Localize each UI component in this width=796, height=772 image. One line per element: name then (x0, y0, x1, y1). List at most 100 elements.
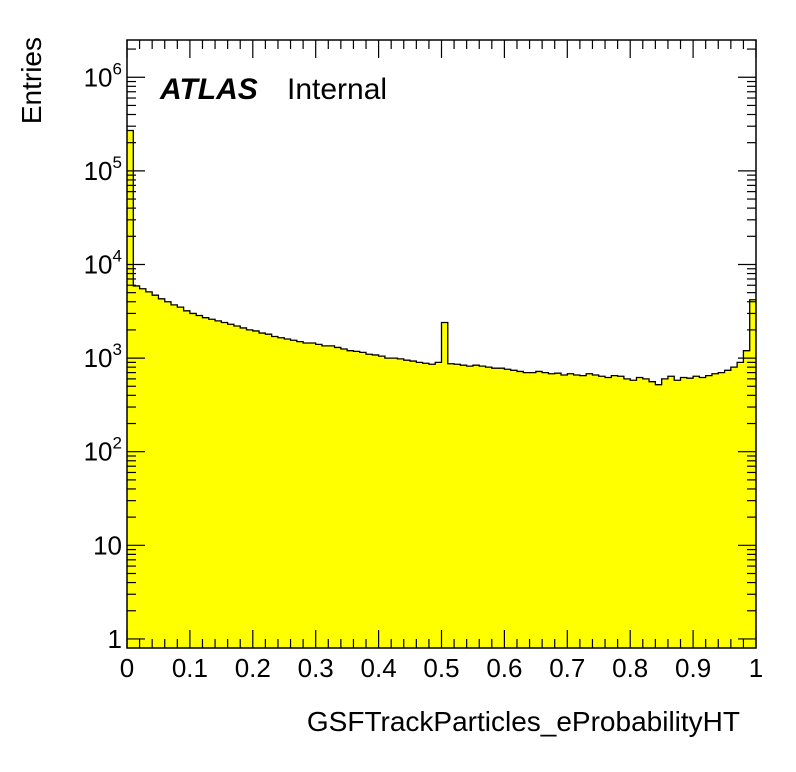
histogram-bin (743, 350, 751, 648)
y-tick-label: 103 (84, 340, 122, 373)
histogram-bin (359, 352, 367, 648)
histogram-bin (202, 317, 210, 648)
histogram-bin (321, 345, 329, 648)
x-tick-label: 0.8 (612, 653, 648, 683)
histogram-bin (139, 288, 147, 648)
x-tick-labels: 0 0.1 0.2 0.3 0.4 0.5 0.6 0.7 0.8 0.9 1 (120, 653, 763, 683)
x-tick-label: 0.4 (361, 653, 397, 683)
histogram-bin (699, 377, 707, 648)
histogram-bin (303, 342, 310, 648)
x-tick-label: 0.3 (298, 653, 334, 683)
histogram-bin (422, 363, 430, 648)
y-tick-labels: 1 10 102 103 104 105 106 (84, 59, 122, 654)
histogram-bin (611, 375, 619, 648)
histogram-bin (730, 367, 738, 648)
histogram-bin (447, 363, 455, 648)
histogram-bin (542, 372, 549, 648)
histogram-bin (516, 371, 524, 648)
histogram-bin (164, 301, 172, 648)
histogram-bin (749, 299, 757, 648)
histogram-bin (598, 376, 606, 648)
histogram-bin (196, 315, 203, 648)
histogram-bin (353, 351, 361, 648)
histogram-bin (737, 362, 744, 648)
histogram-bin (705, 375, 713, 648)
histogram-bin (623, 378, 631, 648)
histogram-bin (246, 329, 254, 648)
histogram-bin (592, 374, 600, 648)
histogram-bin (296, 341, 304, 648)
histogram-bin (724, 370, 732, 648)
histogram-bin (271, 336, 279, 648)
histogram-bin (435, 362, 442, 648)
histogram-bin (630, 380, 637, 648)
internal-label: Internal (287, 73, 387, 106)
histogram-bin (617, 376, 625, 648)
y-axis-title: Entries (16, 37, 47, 124)
histogram-bin (233, 326, 241, 648)
histogram-bin (693, 376, 700, 648)
histogram-bin (378, 356, 386, 648)
y-tick-label: 105 (84, 153, 122, 186)
histogram-bars (127, 129, 757, 648)
histogram-bin (372, 354, 379, 648)
histogram-bin (674, 380, 681, 648)
x-tick-label: 0.2 (235, 653, 271, 683)
histogram-bin (384, 358, 392, 648)
histogram-bin (466, 366, 474, 648)
histogram-bin (410, 361, 417, 648)
histogram-bin (529, 372, 537, 648)
histogram-bin (221, 322, 229, 648)
histogram-bin (227, 324, 235, 648)
x-tick-label: 0.6 (486, 653, 522, 683)
histogram-bin (277, 337, 285, 648)
histogram-bin (366, 354, 373, 648)
histogram-bin (127, 130, 134, 648)
histogram-bin (498, 368, 505, 648)
histogram-bin (328, 345, 335, 648)
histogram-bin (718, 372, 725, 648)
y-tick-label: 1 (108, 624, 122, 654)
histogram-bin (240, 327, 247, 648)
histogram-bin (686, 378, 694, 648)
histogram-bin (479, 366, 486, 648)
histogram-bin (171, 304, 178, 648)
histogram-bin (567, 373, 574, 648)
histogram-bin (579, 375, 587, 648)
histogram-bin (177, 307, 185, 648)
histogram-bin (661, 378, 669, 648)
histogram-bin (403, 360, 411, 648)
histogram-bin (642, 378, 650, 648)
y-tick-label: 10 (93, 530, 122, 560)
x-tick-label: 0.9 (675, 653, 711, 683)
histogram-bin (586, 373, 593, 648)
histogram-bin (441, 322, 449, 648)
histogram-bin (259, 333, 266, 648)
histogram-bin (554, 373, 562, 648)
histogram-bin (265, 334, 273, 648)
histogram-bin (290, 340, 298, 648)
histogram-bin (208, 319, 216, 648)
histogram-bin (460, 365, 468, 648)
histogram-bin (504, 369, 512, 648)
histogram-bin (711, 373, 719, 648)
histogram-bin (145, 291, 153, 648)
atlas-label: ATLAS (159, 73, 258, 106)
y-tick-label: 104 (84, 246, 122, 279)
histogram-bin (561, 374, 568, 648)
histogram-bin (535, 371, 543, 648)
y-tick-label: 106 (84, 59, 122, 92)
histogram-bin (183, 310, 191, 648)
histogram-bin (252, 330, 260, 648)
histogram-bin (215, 320, 222, 648)
histogram-bin (391, 358, 398, 648)
x-tick-label: 0 (120, 653, 134, 683)
histogram-bin (334, 347, 342, 648)
histogram-bin (347, 350, 354, 648)
histogram-bin (667, 376, 675, 648)
histogram-outline (127, 129, 756, 386)
histogram-bin (605, 377, 612, 648)
histogram-bin (158, 298, 166, 648)
histogram-bin (284, 338, 291, 648)
